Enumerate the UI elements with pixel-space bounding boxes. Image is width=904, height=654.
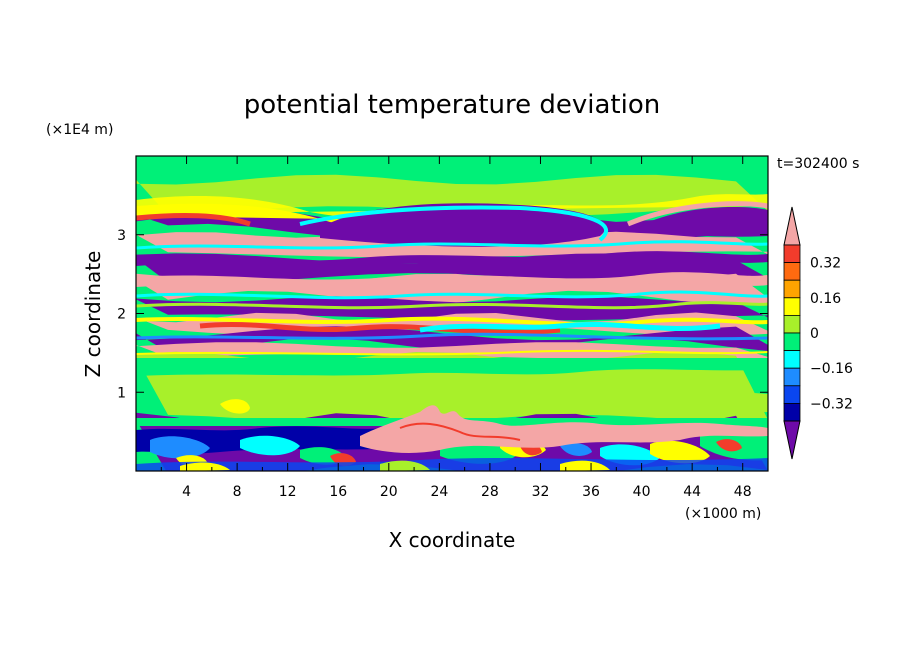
x-tick-label: 28: [481, 484, 499, 500]
colorbar-swatch: [783, 332, 801, 352]
colorbar-swatch: [783, 297, 801, 316]
y-axis-ticks: 1 2 3: [117, 228, 768, 401]
colorbar-swatch: [783, 350, 801, 369]
x-tick-label: 36: [582, 484, 600, 500]
contour-band: [136, 342, 768, 360]
contour-band: [136, 326, 768, 352]
colorbar-bottom-arrow: [783, 420, 801, 460]
x-tick-label: 32: [532, 484, 550, 500]
contour-band: [136, 273, 768, 305]
x-tick-label: 8: [233, 484, 242, 500]
x-tick-label: 24: [430, 484, 448, 500]
time-label: t=302400 s: [777, 156, 859, 172]
x-unit-label: (×1000 m): [685, 506, 761, 522]
contour-detail: [136, 194, 768, 471]
y-unit-label: (×1E4 m): [46, 122, 113, 138]
x-axis-label: X coordinate: [389, 528, 516, 552]
colorbar: 0.32 0.16 0 −0.16 −0.32: [783, 206, 853, 460]
x-tick-label: 40: [633, 484, 651, 500]
x-tick-label: 44: [683, 484, 701, 500]
chart-title: potential temperature deviation: [244, 90, 660, 120]
x-tick-label: 4: [182, 484, 191, 500]
colorbar-tick-label: −0.16: [810, 361, 853, 377]
colorbar-tick-label: 0.16: [810, 291, 841, 307]
colorbar-tick-label: 0: [810, 326, 819, 342]
colorbar-tick-label: −0.32: [810, 396, 853, 412]
colorbar-swatch: [783, 244, 801, 264]
colorbar-top-arrow: [783, 206, 801, 246]
x-tick-label: 20: [380, 484, 398, 500]
y-axis-label: Z coordinate: [81, 251, 105, 378]
contour-field: [136, 156, 768, 471]
x-axis-ticks: 4 8 12 16 20 24 28 32 36 40 44 48: [160, 156, 752, 500]
colorbar-swatch: [783, 402, 801, 422]
y-tick-label: 1: [117, 385, 126, 401]
colorbar-swatch: [783, 279, 801, 299]
y-tick-label: 3: [117, 228, 126, 244]
x-tick-label: 16: [329, 484, 347, 500]
y-tick-label: 2: [117, 307, 126, 323]
colorbar-swatch: [783, 367, 801, 387]
colorbar-swatch: [783, 314, 801, 334]
x-tick-label: 48: [734, 484, 752, 500]
x-tick-label: 12: [279, 484, 297, 500]
colorbar-swatch: [783, 385, 801, 404]
colorbar-tick-label: 0.32: [810, 256, 841, 272]
colorbar-swatch: [783, 262, 801, 281]
